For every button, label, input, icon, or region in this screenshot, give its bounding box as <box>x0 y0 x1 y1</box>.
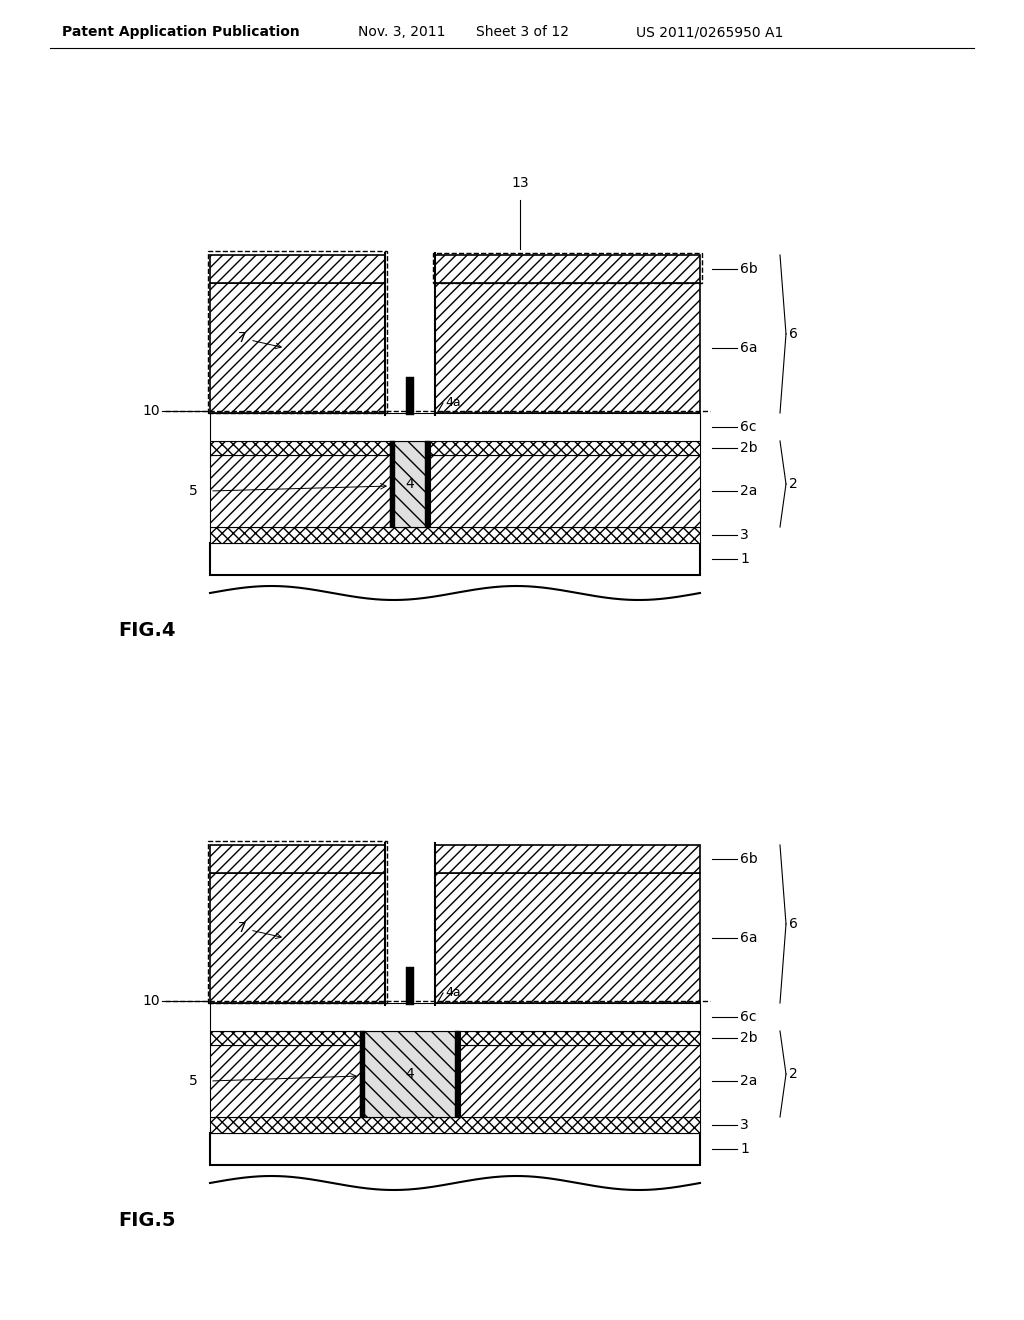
Bar <box>435 873 700 1003</box>
Text: FIG.4: FIG.4 <box>118 620 175 639</box>
Text: 6a: 6a <box>740 341 758 355</box>
Bar <box>210 455 700 527</box>
Bar <box>210 1117 700 1133</box>
Text: 2: 2 <box>790 1067 798 1081</box>
Text: 3: 3 <box>740 1118 749 1133</box>
Bar <box>406 378 414 414</box>
Text: 2b: 2b <box>740 441 758 455</box>
Text: 6b: 6b <box>740 851 758 866</box>
Text: 6c: 6c <box>740 420 757 434</box>
Bar <box>210 527 700 543</box>
Text: 2a: 2a <box>740 1074 758 1088</box>
Bar <box>390 441 430 527</box>
Text: 2a: 2a <box>740 484 758 498</box>
Bar <box>210 543 700 576</box>
Bar <box>210 1031 700 1045</box>
Bar <box>435 845 700 873</box>
Text: 4: 4 <box>406 477 415 491</box>
Bar <box>433 253 702 282</box>
Bar <box>208 841 387 1003</box>
Bar <box>435 282 700 413</box>
Bar <box>385 843 435 1003</box>
Text: Sheet 3 of 12: Sheet 3 of 12 <box>476 25 569 40</box>
Text: FIG.5: FIG.5 <box>118 1210 175 1229</box>
Text: 4a: 4a <box>445 396 461 409</box>
Text: 3: 3 <box>740 528 749 543</box>
Bar <box>455 1031 460 1117</box>
Bar <box>390 441 395 527</box>
Text: 6c: 6c <box>740 1010 757 1024</box>
Text: 2: 2 <box>790 477 798 491</box>
Text: 6b: 6b <box>740 261 758 276</box>
Bar <box>210 845 385 873</box>
Text: 6a: 6a <box>740 931 758 945</box>
Text: 7: 7 <box>238 921 247 935</box>
Text: 6: 6 <box>790 917 798 931</box>
Bar <box>210 1133 700 1166</box>
Bar <box>210 282 385 413</box>
Text: 1: 1 <box>740 1142 749 1156</box>
Text: 4: 4 <box>406 1067 415 1081</box>
Text: Nov. 3, 2011: Nov. 3, 2011 <box>358 25 445 40</box>
Text: US 2011/0265950 A1: US 2011/0265950 A1 <box>636 25 783 40</box>
Bar <box>210 441 700 455</box>
Text: 5: 5 <box>189 1074 198 1088</box>
Bar <box>406 968 414 1005</box>
Bar <box>210 873 385 1003</box>
Text: 10: 10 <box>142 404 160 418</box>
Bar <box>210 1045 700 1117</box>
Bar <box>425 441 430 527</box>
Text: 1: 1 <box>740 552 749 566</box>
Text: Patent Application Publication: Patent Application Publication <box>62 25 300 40</box>
Bar <box>360 1031 365 1117</box>
Bar <box>208 251 387 413</box>
Text: 6: 6 <box>790 327 798 341</box>
Text: 5: 5 <box>189 484 198 498</box>
Text: 4a: 4a <box>445 986 461 999</box>
Bar <box>435 255 700 282</box>
Text: 7: 7 <box>238 331 247 345</box>
Text: 2b: 2b <box>740 1031 758 1045</box>
Bar <box>210 255 385 282</box>
Bar <box>385 253 435 413</box>
Bar <box>210 413 700 441</box>
Bar <box>360 1031 460 1117</box>
Bar <box>210 1003 700 1031</box>
Text: 10: 10 <box>142 994 160 1008</box>
Text: 13: 13 <box>511 176 528 190</box>
